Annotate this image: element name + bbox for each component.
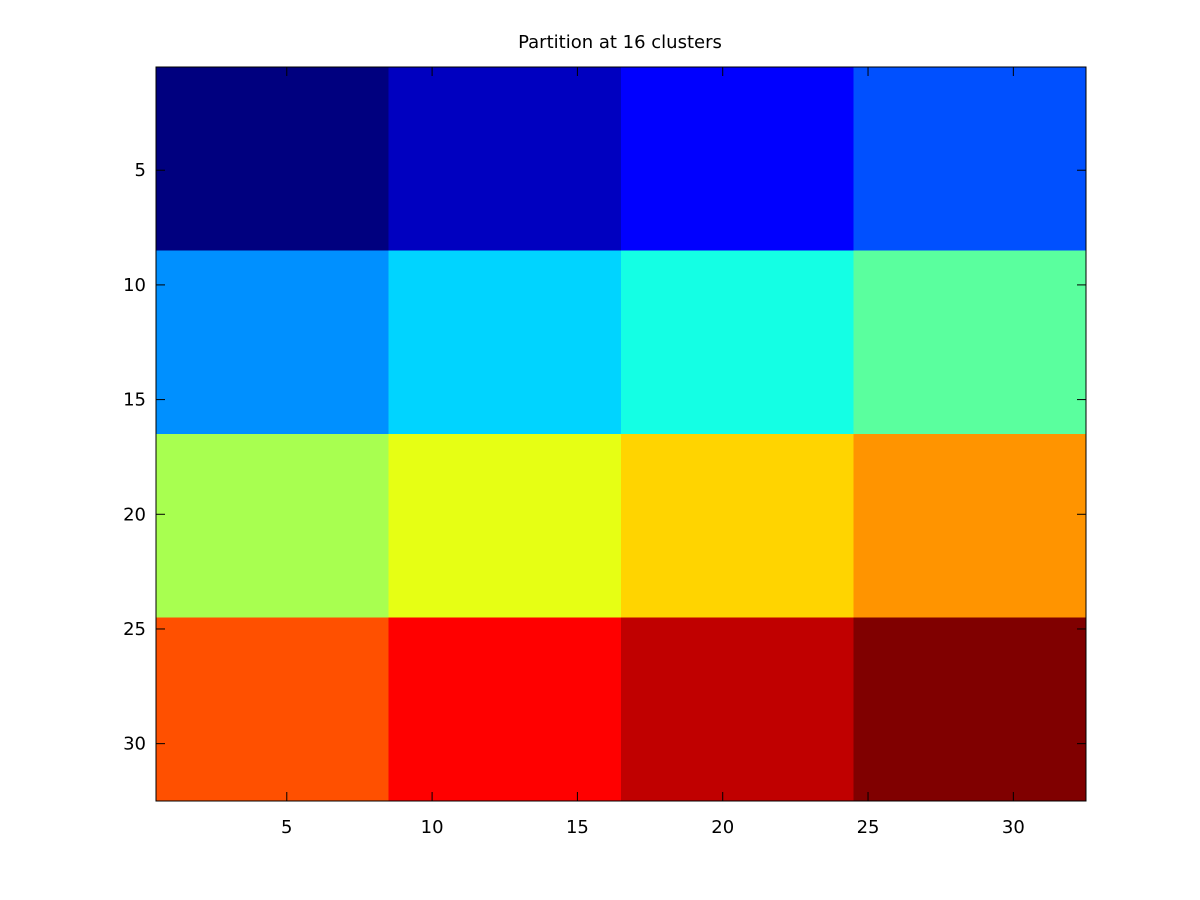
- x-tick-label: 15: [566, 817, 589, 838]
- x-tick-label: 30: [1002, 817, 1025, 838]
- heatmap-cell-cluster-16: [853, 617, 1087, 802]
- heatmap-cell-cluster-13: [156, 617, 389, 802]
- y-tick-label: 10: [123, 275, 146, 296]
- heatmap-cells: [156, 67, 1087, 802]
- y-tick-label: 20: [123, 504, 146, 525]
- heatmap-cell-cluster-4: [853, 67, 1087, 251]
- heatmap-cell-cluster-10: [388, 434, 622, 618]
- x-tick-label: 20: [711, 817, 734, 838]
- heatmap-cell-cluster-3: [621, 67, 854, 251]
- chart-title: Partition at 16 clusters: [518, 32, 722, 53]
- heatmap-cell-cluster-8: [853, 250, 1087, 435]
- heatmap-cell-cluster-15: [621, 617, 854, 802]
- y-tick-label: 30: [123, 734, 146, 755]
- heatmap-cell-cluster-12: [853, 434, 1087, 618]
- heatmap-cell-cluster-11: [621, 434, 854, 618]
- axes-frame: [155, 66, 1087, 802]
- heatmap-cell-cluster-9: [156, 434, 389, 618]
- y-tick-label: 5: [135, 160, 146, 181]
- heatmap-cell-cluster-6: [388, 250, 622, 435]
- heatmap-cell-cluster-1: [156, 67, 389, 251]
- x-tick-label: 5: [281, 817, 292, 838]
- y-tick-label: 25: [123, 619, 146, 640]
- heatmap-cell-cluster-7: [621, 250, 854, 435]
- x-tick-label: 25: [857, 817, 880, 838]
- heatmap-cell-cluster-14: [388, 617, 622, 802]
- heatmap-cell-cluster-5: [156, 250, 389, 435]
- x-tick-label: 10: [421, 817, 444, 838]
- y-tick-label: 15: [123, 390, 146, 411]
- y-axis-ticks: 5 10 15 20 25 30: [123, 160, 1086, 755]
- x-axis-ticks: 5 10 15 20 25 30: [281, 67, 1025, 838]
- heatmap-cell-cluster-2: [388, 67, 622, 251]
